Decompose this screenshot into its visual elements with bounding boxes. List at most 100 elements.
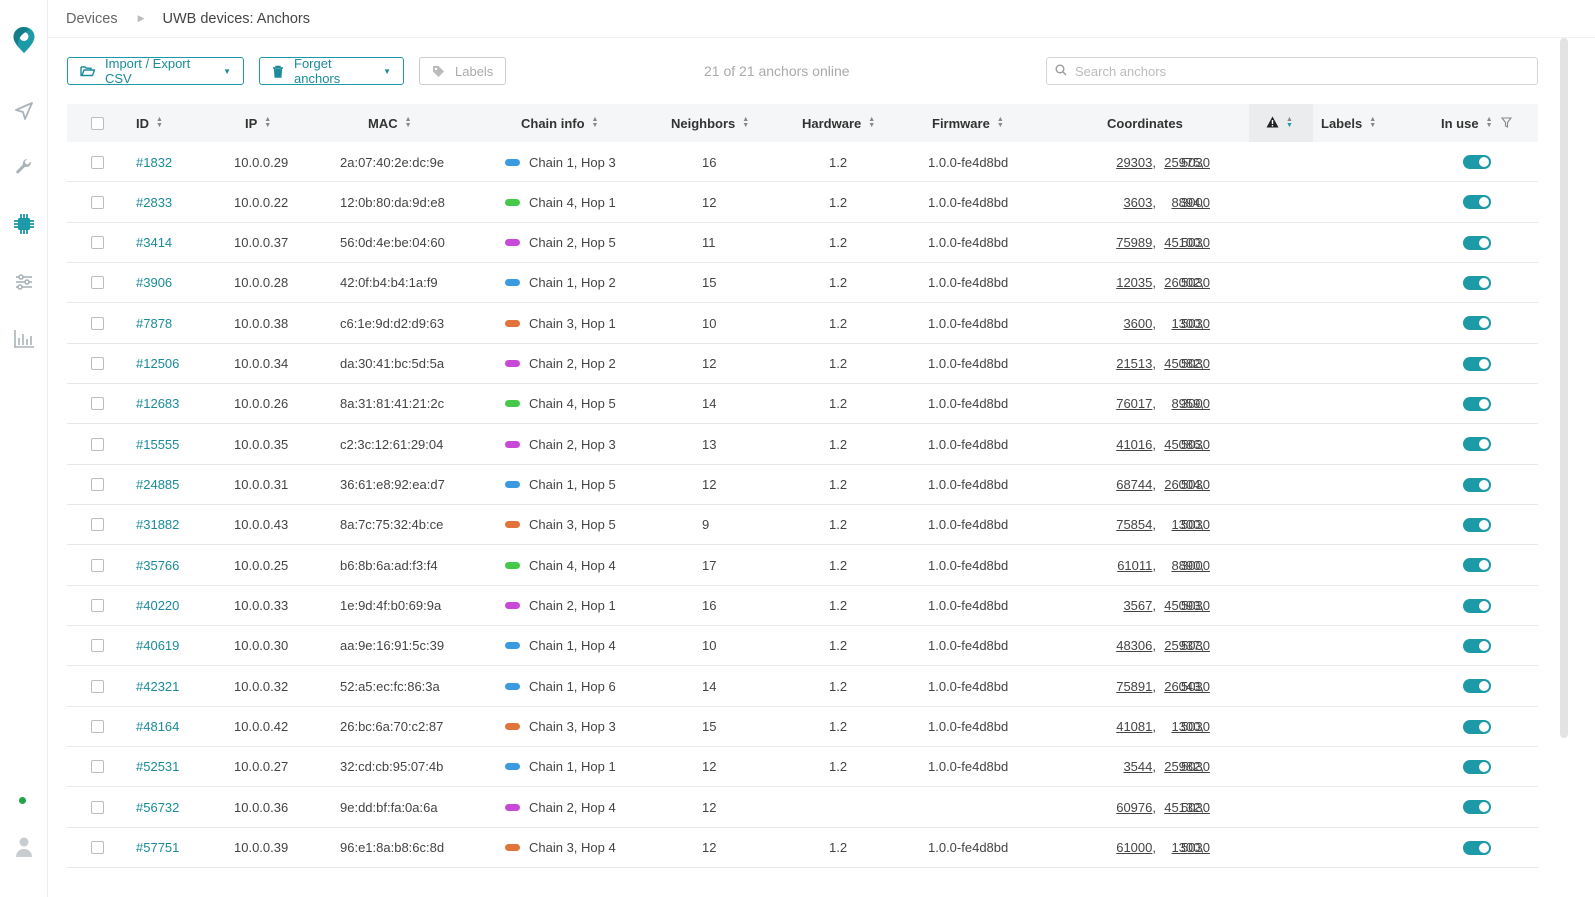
coord-y-link[interactable]: 26002 <box>1164 275 1201 291</box>
coord-y-link[interactable]: 45132 <box>1164 799 1201 815</box>
table-row[interactable]: #48164 10.0.0.42 26:bc:6a:70:c2:87 Chain 3,… <box>67 707 1538 747</box>
coord-x-link[interactable]: 3567 <box>1123 598 1153 614</box>
anchor-id-link[interactable]: #31882 <box>136 517 180 533</box>
column-header-in-use[interactable]: In use ▲ ▼ <box>1441 104 1512 142</box>
anchor-id-link[interactable]: #3906 <box>136 275 173 291</box>
column-header-hardware[interactable]: Hardware ▲ ▼ <box>802 104 875 142</box>
coord-y-link[interactable]: 1300 <box>1171 517 1201 533</box>
filter-icon[interactable] <box>1500 116 1512 131</box>
in-use-toggle[interactable] <box>1463 638 1491 653</box>
row-checkbox[interactable] <box>91 518 104 532</box>
row-checkbox[interactable] <box>91 397 104 411</box>
table-row[interactable]: #15555 10.0.0.35 c2:3c:12:61:29:04 Chain 2,… <box>67 424 1538 465</box>
in-use-toggle[interactable] <box>1463 195 1491 210</box>
coord-z-link[interactable]: 5030 <box>1181 436 1210 452</box>
in-use-toggle[interactable] <box>1463 437 1491 452</box>
vertical-scrollbar[interactable] <box>1560 38 1568 738</box>
coord-z-link[interactable]: 5030 <box>1181 315 1210 331</box>
coord-z-link[interactable]: 5030 <box>1181 356 1210 372</box>
anchor-id-link[interactable]: #12683 <box>136 396 180 412</box>
in-use-toggle[interactable] <box>1463 356 1491 371</box>
table-row[interactable]: #12683 10.0.0.26 8a:31:81:41:21:2c Chain 4,… <box>67 384 1538 425</box>
in-use-toggle[interactable] <box>1463 719 1491 734</box>
coord-y-link[interactable]: 25975 <box>1164 154 1201 170</box>
coord-y-link[interactable]: 8890 <box>1171 557 1201 573</box>
chip-icon[interactable] <box>12 212 36 236</box>
row-checkbox[interactable] <box>91 155 104 169</box>
coord-z-link[interactable]: 5030 <box>1181 517 1210 533</box>
coord-z-link[interactable]: 5030 <box>1181 638 1210 654</box>
row-checkbox[interactable] <box>91 800 104 814</box>
anchor-id-link[interactable]: #40220 <box>136 598 180 614</box>
anchor-id-link[interactable]: #35766 <box>136 557 180 573</box>
coord-z-link[interactable]: 5030 <box>1181 275 1210 291</box>
select-all-checkbox[interactable] <box>91 116 104 130</box>
coord-x-link[interactable]: 60976 <box>1116 799 1153 815</box>
table-row[interactable]: #1832 10.0.0.29 2a:07:40:2e:dc:9e Chain 1, … <box>67 142 1538 183</box>
table-row[interactable]: #52531 10.0.0.27 32:cd:cb:95:07:4b Chain 1,… <box>67 747 1538 788</box>
warning-sort-header[interactable]: ▲ ▼ <box>1266 104 1293 142</box>
anchor-id-link[interactable]: #57751 <box>136 840 180 856</box>
coord-x-link[interactable]: 29303 <box>1116 154 1153 170</box>
coord-y-link[interactable]: 1300 <box>1171 719 1201 735</box>
coord-y-link[interactable]: 25982 <box>1164 759 1201 775</box>
anchor-id-link[interactable]: #48164 <box>136 719 180 735</box>
row-checkbox[interactable] <box>91 639 104 653</box>
coord-x-link[interactable]: 3603 <box>1123 194 1153 210</box>
coord-z-link[interactable]: 5030 <box>1181 598 1210 614</box>
coord-x-link[interactable]: 21513 <box>1116 356 1153 372</box>
coord-x-link[interactable]: 41081 <box>1116 719 1153 735</box>
coord-z-link[interactable]: 5030 <box>1181 678 1210 694</box>
in-use-toggle[interactable] <box>1463 235 1491 250</box>
row-checkbox[interactable] <box>91 679 104 693</box>
coord-y-link[interactable]: 8959 <box>1171 396 1201 412</box>
coord-y-link[interactable]: 8894 <box>1171 194 1201 210</box>
column-header-firmware[interactable]: Firmware ▲ ▼ <box>932 104 1004 142</box>
coord-x-link[interactable]: 3600 <box>1123 315 1153 331</box>
coord-z-link[interactable]: 5030 <box>1181 759 1210 775</box>
coord-y-link[interactable]: 26043 <box>1164 678 1201 694</box>
coord-y-link[interactable]: 1300 <box>1171 840 1201 856</box>
coord-y-link[interactable]: 1300 <box>1171 315 1201 331</box>
in-use-toggle[interactable] <box>1463 558 1491 573</box>
search-box[interactable] <box>1046 57 1538 85</box>
column-header-labels[interactable]: Labels ▲ ▼ <box>1321 104 1376 142</box>
anchor-id-link[interactable]: #42321 <box>136 678 180 694</box>
row-checkbox[interactable] <box>91 558 104 572</box>
row-checkbox[interactable] <box>91 316 104 330</box>
in-use-toggle[interactable] <box>1463 396 1491 411</box>
in-use-toggle[interactable] <box>1463 316 1491 331</box>
table-row[interactable]: #31882 10.0.0.43 8a:7c:75:32:4b:ce Chain 3,… <box>67 505 1538 546</box>
location-pin-logo-icon[interactable] <box>12 27 36 53</box>
coord-x-link[interactable]: 75891 <box>1116 678 1153 694</box>
row-checkbox[interactable] <box>91 599 104 613</box>
column-header-chain-info[interactable]: Chain info ▲ ▼ <box>521 104 598 142</box>
coord-y-link[interactable]: 45086 <box>1164 436 1201 452</box>
coord-x-link[interactable]: 76017 <box>1116 396 1153 412</box>
table-row[interactable]: #40220 10.0.0.33 1e:9d:4f:b0:69:9a Chain 2,… <box>67 586 1538 626</box>
labels-button[interactable]: Labels <box>419 57 506 85</box>
coord-z-link[interactable]: 3000 <box>1181 194 1210 210</box>
row-checkbox[interactable] <box>91 841 104 855</box>
search-input[interactable] <box>1075 63 1515 79</box>
table-row[interactable]: #24885 10.0.0.31 36:61:e8:92:ea:d7 Chain 1,… <box>67 465 1538 505</box>
coord-y-link[interactable]: 26004 <box>1164 477 1201 493</box>
row-checkbox[interactable] <box>91 195 104 209</box>
coord-x-link[interactable]: 3544 <box>1123 759 1153 775</box>
table-row[interactable]: #2833 10.0.0.22 12:0b:80:da:9d:e8 Chain 4, … <box>67 182 1538 223</box>
row-checkbox[interactable] <box>91 357 104 371</box>
anchor-id-link[interactable]: #2833 <box>136 194 173 210</box>
coord-x-link[interactable]: 61011 <box>1117 557 1153 573</box>
table-row[interactable]: #3414 10.0.0.37 56:0d:4e:be:04:60 Chain 2, … <box>67 223 1538 263</box>
coord-z-link[interactable]: 3000 <box>1181 396 1210 412</box>
anchor-id-link[interactable]: #3414 <box>136 235 173 251</box>
coord-y-link[interactable]: 45100 <box>1164 235 1201 251</box>
forget-anchors-button[interactable]: Forget anchors ▼ <box>259 56 404 86</box>
row-checkbox[interactable] <box>91 720 104 734</box>
row-checkbox[interactable] <box>91 478 104 492</box>
coord-z-link[interactable]: 5030 <box>1181 799 1210 815</box>
warning-column-header[interactable] <box>1249 104 1313 142</box>
coord-z-link[interactable]: 5030 <box>1181 235 1210 251</box>
coord-y-link[interactable]: 45093 <box>1164 598 1201 614</box>
in-use-toggle[interactable] <box>1463 155 1491 169</box>
